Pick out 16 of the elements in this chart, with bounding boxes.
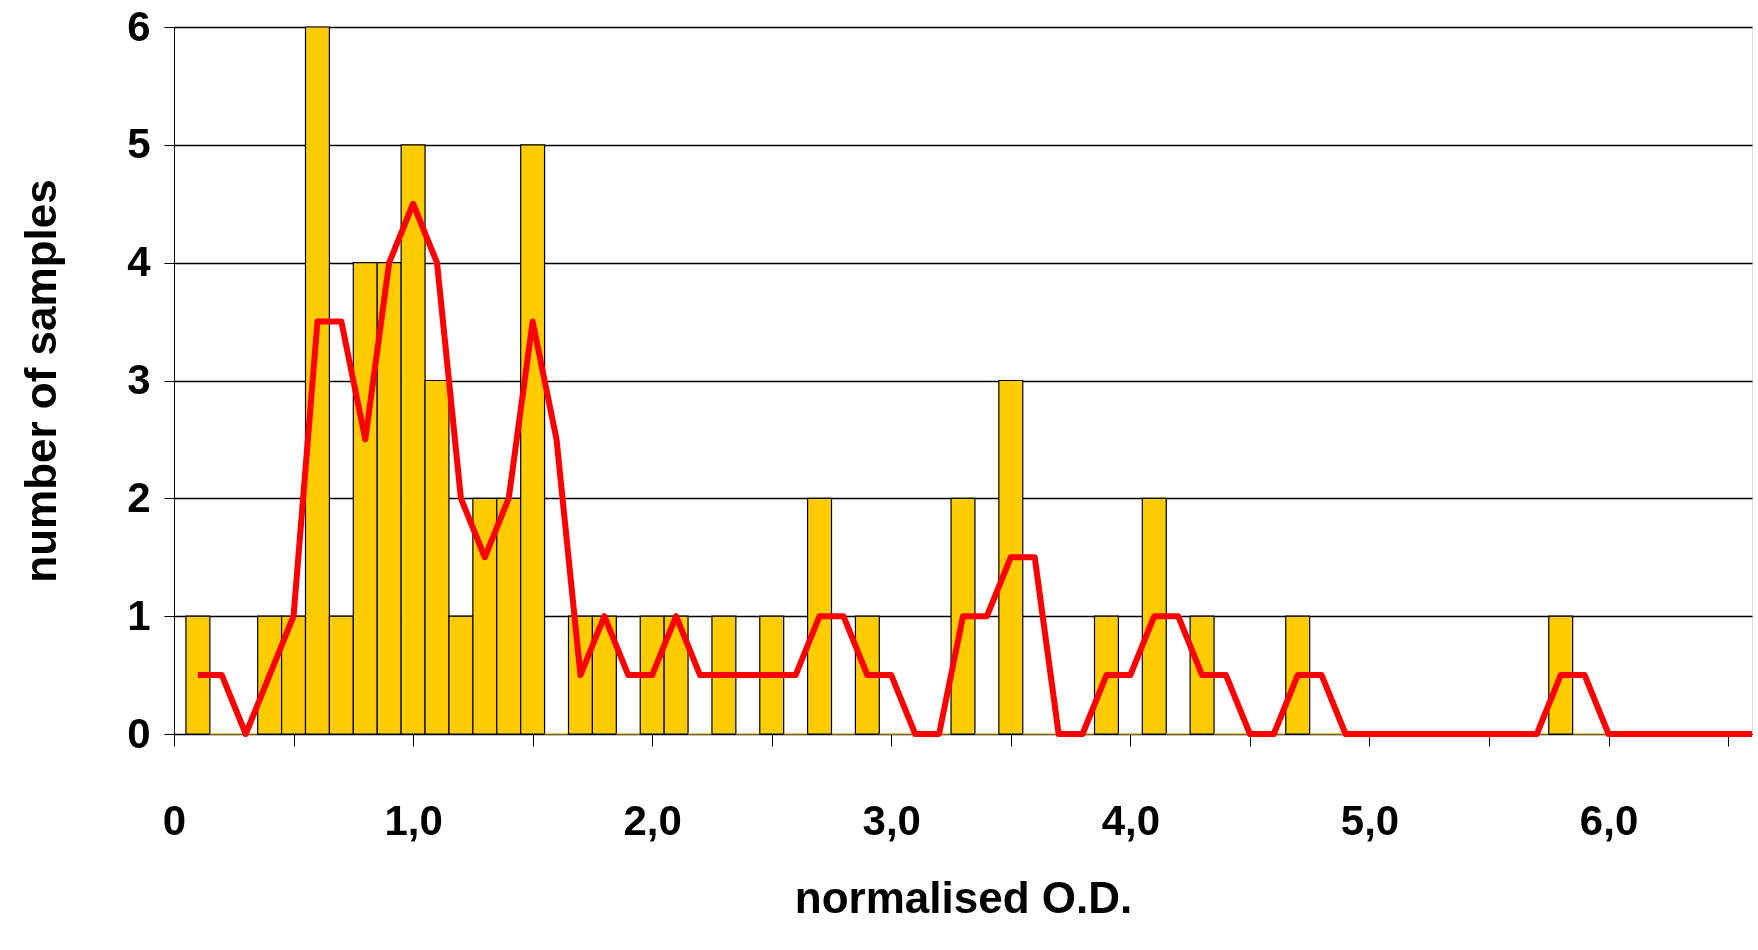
y-tick-label: 5 [127, 120, 151, 168]
x-tick-label: 6,0 [1579, 796, 1639, 844]
x-tick-label: 2,0 [623, 796, 682, 844]
y-tick-label: 0 [127, 709, 151, 757]
y-tick-label: 6 [127, 2, 151, 50]
x-tick-label: 0 [162, 796, 187, 844]
x-tick-label: 1,0 [384, 796, 443, 844]
x-tick-label: 3,0 [862, 796, 921, 844]
y-tick-label: 4 [127, 238, 152, 286]
y-axis-title: number of samples [16, 179, 66, 583]
x-axis-title: normalised O.D. [794, 872, 1133, 922]
y-tick-label: 2 [127, 473, 151, 521]
y-tick-label: 3 [127, 356, 151, 403]
x-tick-label: 5,0 [1340, 796, 1400, 844]
x-tick-label: 4,0 [1101, 796, 1161, 844]
y-tick-label: 1 [127, 591, 151, 639]
